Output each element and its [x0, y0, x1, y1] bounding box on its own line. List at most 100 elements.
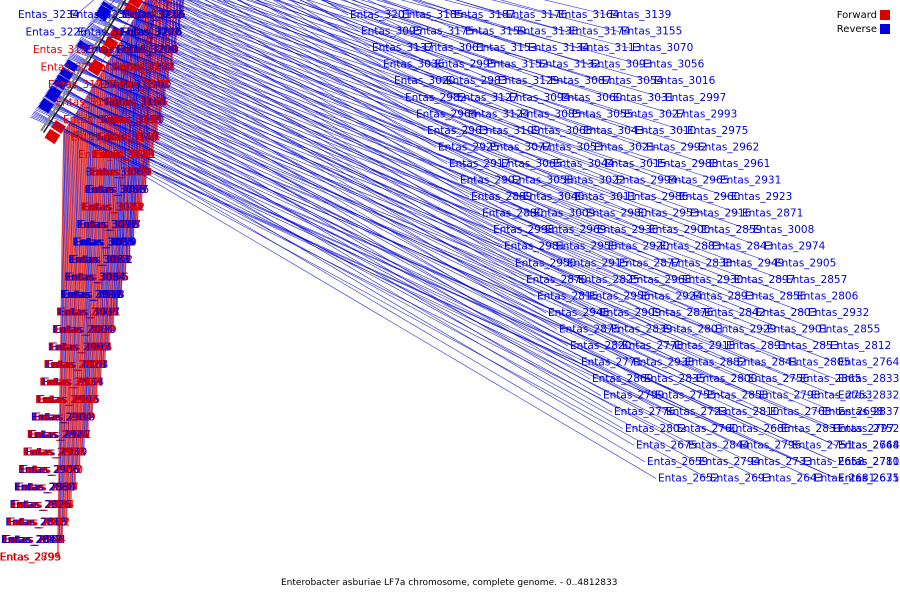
- gene-label: Entas_3130: [94, 149, 155, 161]
- gene-label: Entas_3168: [63, 114, 124, 126]
- label-connector: [141, 0, 148, 208]
- gene-label: Entas_3050: [74, 237, 135, 249]
- gene-label: Entas_2935: [19, 464, 80, 476]
- gene-label: Entas_2986: [627, 191, 689, 203]
- gene-label: Entas_3096: [77, 219, 139, 231]
- tick-mark: [64, 129, 71, 134]
- gene-label: Entas_3235: [125, 9, 186, 21]
- gene-label: Entas_2800: [696, 373, 757, 385]
- label-connector: [99, 64, 107, 383]
- gene-label: Entas_3198: [33, 44, 94, 56]
- forward-gene: [54, 119, 67, 129]
- gene-label: Entas_3081: [69, 254, 130, 266]
- label-connector: [343, 0, 412, 32]
- gene-label: Entas_2871: [742, 208, 803, 220]
- label-connector: [119, 32, 126, 296]
- gene-label: Entas_2956: [589, 290, 651, 302]
- gene-label: Entas_2889: [471, 191, 532, 203]
- label-connector: [117, 34, 125, 296]
- label-connector: [188, 0, 437, 148]
- gene-label: Entas_2753: [811, 390, 872, 402]
- label-connector: [127, 18, 134, 261]
- gene-label: Entas_3019: [55, 324, 116, 336]
- gene-label: Entas_2886: [3, 534, 65, 546]
- label-connector: [100, 3, 648, 231]
- label-connector: [104, 57, 111, 366]
- legend-reverse-label: Reverse: [836, 23, 877, 35]
- gene-label: Entas_2905: [775, 257, 836, 269]
- label-connector: [73, 106, 81, 488]
- gene-label: Entas_2859: [701, 224, 762, 236]
- gene-label: Entas_3031: [613, 92, 674, 104]
- gene-label: Entas_3072: [76, 219, 137, 231]
- label-connector: [82, 91, 90, 453]
- gene-label: Entas_3174: [569, 26, 631, 38]
- gene-label: Entas_2826: [10, 499, 72, 511]
- gene-label: Entas_2805: [789, 357, 850, 369]
- gene-label: Entas_2802: [625, 423, 686, 435]
- gene-label: Entas_3040: [523, 191, 584, 203]
- label-connector: [162, 0, 667, 181]
- gene-label: Entas_3020: [394, 75, 455, 87]
- gene-label: Entas_2838: [671, 257, 732, 269]
- gene-label: Entas_2832: [838, 390, 899, 402]
- gene-label: Entas_3134: [528, 42, 590, 54]
- tick-label: 3100 kbp: [127, 46, 151, 52]
- gene-label: Entas_2635: [838, 472, 899, 484]
- gene-label: Entas_2953: [638, 208, 699, 220]
- label-connector: [78, 98, 86, 471]
- gene-label: Entas_3126: [99, 132, 161, 144]
- label-connector: [44, 94, 837, 430]
- gene-label: Entas_3152: [487, 59, 548, 71]
- gene-label: Entas_3041: [71, 254, 132, 266]
- gene-label: Entas_3011: [575, 191, 636, 203]
- label-connector: [99, 5, 752, 231]
- gene-label: Entas_3085: [520, 108, 581, 120]
- label-connector: [114, 0, 637, 214]
- label-connector: [86, 26, 733, 281]
- gene-label: Entas_3055: [572, 108, 633, 120]
- gene-label: Entas_2877: [619, 257, 680, 269]
- gene-label: Entas_3058: [512, 175, 573, 187]
- gene-label: Entas_2891: [726, 340, 787, 352]
- gene-label: Entas_2994: [616, 175, 678, 187]
- tick-mark: [86, 95, 92, 100]
- gene-label: Entas_3159: [465, 26, 526, 38]
- gene-label: Entas_3038: [61, 289, 122, 301]
- scale-ticks: 3450 kbp3400 kbp3350 kbp3300 kbp3250 kbp…: [64, 9, 171, 137]
- gene-label: Entas_2693: [710, 472, 771, 484]
- gene-label: Entas_3067: [87, 184, 148, 196]
- tick-mark: [128, 27, 134, 31]
- gene-label: Entas_3136: [71, 132, 133, 144]
- label-connector: [85, 87, 93, 436]
- label-connector: [116, 37, 124, 313]
- gene-label: Entas_3139: [610, 9, 671, 21]
- gene-label: Entas_2854: [22, 447, 84, 459]
- label-connector: [217, 0, 645, 148]
- gene-label: Entas_3097: [73, 237, 134, 249]
- gene-label: Entas_2946: [39, 394, 101, 406]
- gene-label: Entas_3009: [534, 208, 595, 220]
- label-connectors: [30, 0, 837, 558]
- label-connector: [75, 104, 82, 488]
- gene-label: Entas_2863: [7, 517, 68, 529]
- label-connector: [74, 105, 82, 488]
- forward-gene: [87, 58, 105, 77]
- label-connector: [135, 0, 730, 198]
- gene-label: Entas_3065: [501, 158, 562, 170]
- gene-label: Entas_3216: [123, 9, 185, 21]
- gene-label: Entas_3057: [81, 202, 142, 214]
- label-connector: [161, 0, 167, 103]
- gene-label: Entas_2878: [23, 447, 84, 459]
- gene-label: Entas_2967: [46, 359, 107, 371]
- reverse-gene: [76, 40, 91, 53]
- label-connector: [134, 6, 142, 226]
- label-connector: [81, 94, 89, 453]
- label-connector: [174, 0, 178, 51]
- label-connector: [137, 0, 470, 198]
- label-connector: [115, 38, 123, 313]
- gene-label: Entas_2936: [597, 224, 659, 236]
- gene-label: Entas_3210: [118, 44, 179, 56]
- label-connector: [79, 37, 599, 314]
